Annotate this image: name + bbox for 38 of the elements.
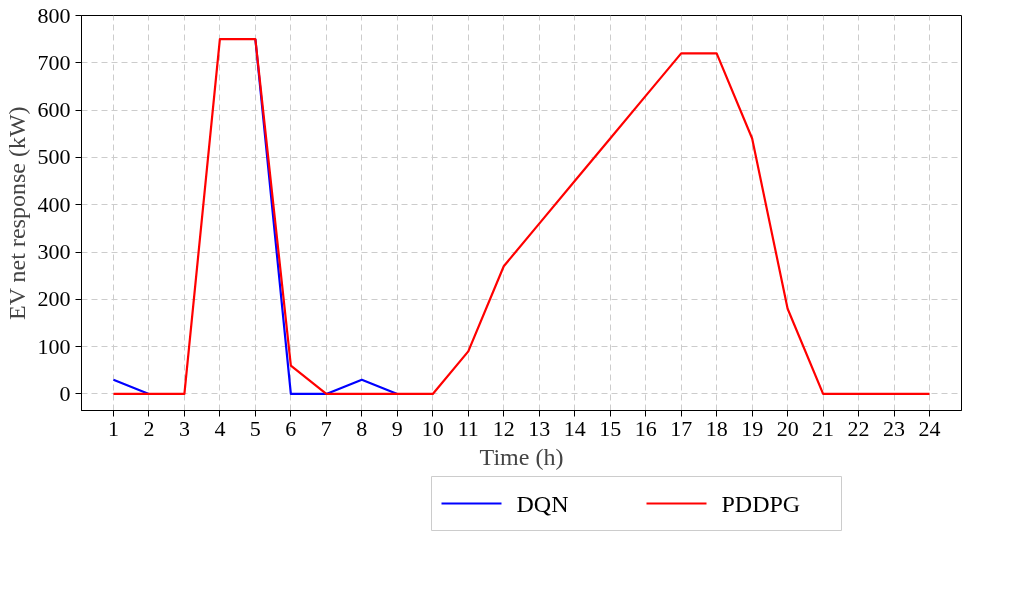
y-axis-title: EV net response (kW) [3,106,30,320]
y-tick-label: 100 [37,333,71,359]
x-tick-label: 21 [812,415,835,441]
y-tick-label: 500 [37,144,71,170]
y-tick-label: 600 [37,97,71,123]
x-tick-label: 14 [563,415,586,441]
legend-label: DQN [516,490,569,517]
x-tick-label: 23 [883,415,906,441]
x-tick-label: 5 [249,415,261,441]
line-series [112,38,931,396]
x-tick-label: 7 [320,415,332,441]
y-tick-label: 800 [37,2,71,28]
x-tick-label: 16 [634,415,657,441]
x-tick-label: 15 [599,415,622,441]
y-tick-label: 400 [37,191,71,217]
x-tick-label: 1 [107,415,119,441]
x-tick-label: 20 [776,415,799,441]
x-tick-label: 4 [214,415,226,441]
x-tick-label: 3 [178,415,190,441]
x-tick-label: 19 [741,415,764,441]
y-tick-label: 700 [37,49,71,75]
y-tick-label: 300 [37,239,71,265]
x-tick-label: 6 [285,415,297,441]
x-tick-label: 8 [356,415,368,441]
legend-label: PDDPG [721,490,801,517]
x-tick-label: 9 [391,415,403,441]
x-axis-title: Time (h) [479,443,564,470]
x-tick-label: 2 [143,415,155,441]
x-tick-label: 18 [705,415,728,441]
x-tick-label: 10 [421,415,444,441]
y-tick-label: 200 [37,286,71,312]
x-tick-label: 11 [457,415,479,441]
x-tick-label: 22 [847,415,870,441]
y-tick-label: 0 [59,380,71,406]
x-tick-label: 17 [670,415,693,441]
x-tick-label: 12 [492,415,515,441]
x-tick-label: 24 [918,415,941,441]
x-tick-label: 13 [528,415,551,441]
